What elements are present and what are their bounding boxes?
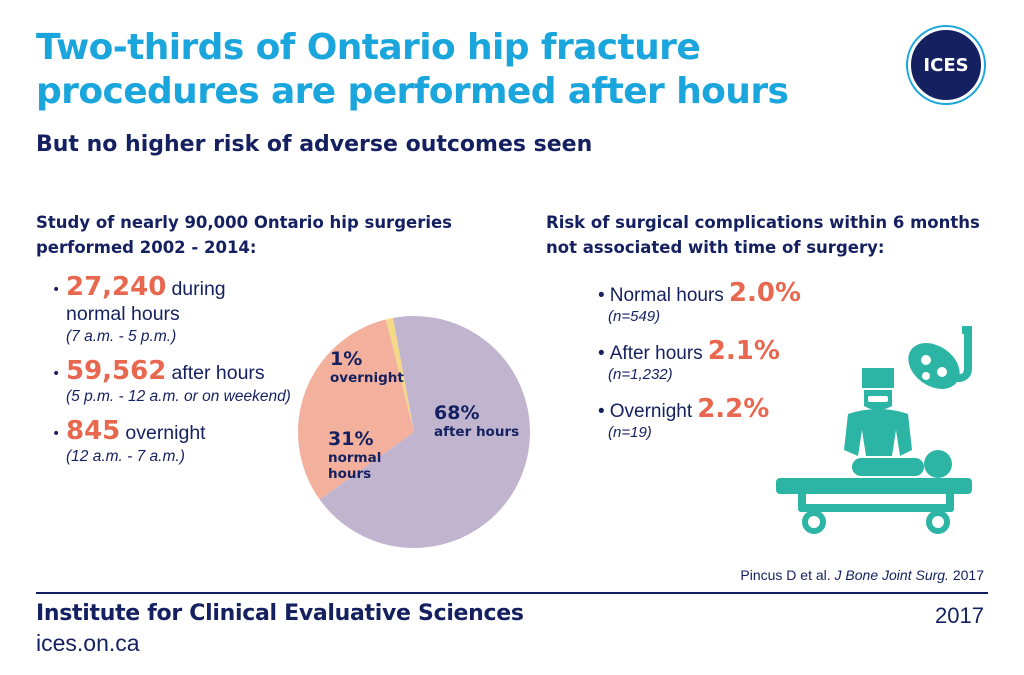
pie-svg bbox=[298, 316, 530, 548]
slice-name: overnight bbox=[330, 370, 404, 386]
slice-after-hours bbox=[319, 316, 530, 548]
risk-value: 2.2% bbox=[697, 394, 770, 424]
stat-label: during bbox=[171, 278, 226, 300]
risk-label: After hours bbox=[609, 343, 703, 364]
bullet: • bbox=[52, 282, 61, 298]
slice-name-line2: hours bbox=[328, 466, 372, 482]
procedure-stats: • 27,240 during normal hours (7 a.m. - 5… bbox=[52, 272, 312, 476]
risk-heading: Risk of surgical complications within 6 … bbox=[546, 210, 980, 260]
surgeon-mask bbox=[868, 396, 888, 402]
risk-sample-size: (n=1,232) bbox=[608, 366, 673, 383]
risk-after-hours: • After hours 2.1% (n=1,232) bbox=[598, 336, 858, 384]
slice-overnight bbox=[385, 317, 414, 432]
surgeon-body bbox=[844, 409, 912, 456]
slice-normal-hours bbox=[298, 319, 414, 500]
patient-body bbox=[852, 458, 924, 476]
slice-label-after-hours: 68% after hours bbox=[434, 402, 519, 440]
ices-logo[interactable]: ICES bbox=[908, 27, 984, 103]
stat-note: (7 a.m. - 5 p.m.) bbox=[66, 328, 177, 345]
bed-top bbox=[776, 478, 972, 494]
risk-sample-size: (n=549) bbox=[608, 308, 661, 325]
study-heading: Study of nearly 90,000 Ontario hip surge… bbox=[36, 210, 452, 260]
surgery-scene-icon bbox=[776, 318, 980, 534]
lamp-light bbox=[921, 355, 931, 365]
risk-value: 2.0% bbox=[728, 278, 801, 308]
lamp-light bbox=[937, 367, 947, 377]
stat-note: (5 p.m. - 12 a.m. or on weekend) bbox=[66, 388, 291, 405]
study-heading-line2: performed 2002 - 2014: bbox=[36, 238, 257, 257]
risk-sample-size: (n=19) bbox=[608, 424, 652, 441]
footer-divider bbox=[36, 592, 988, 594]
surgery-timing-pie-chart: 1% overnight 31% normal hours 68% after … bbox=[296, 314, 532, 550]
bullet: • bbox=[598, 285, 605, 306]
risk-heading-line1: Risk of surgical complications within 6 … bbox=[546, 213, 980, 232]
complication-risks: • Normal hours 2.0% (n=549) • After hour… bbox=[598, 278, 858, 452]
page-subtitle: But no higher risk of adverse outcomes s… bbox=[36, 132, 593, 157]
lamp-head bbox=[908, 343, 960, 389]
lamp-light bbox=[922, 372, 930, 380]
surgeon-cap bbox=[862, 368, 894, 388]
bullet: • bbox=[52, 366, 61, 382]
risk-heading-line2: not associated with time of surgery: bbox=[546, 238, 885, 257]
bed-leg bbox=[946, 494, 954, 506]
citation-authors: Pincus D et al. bbox=[740, 567, 831, 583]
website-link[interactable]: ices.on.ca bbox=[36, 630, 140, 656]
slice-label-normal: 31% normal hours bbox=[328, 428, 381, 482]
bed-base bbox=[798, 504, 954, 512]
bullet: • bbox=[52, 426, 61, 442]
lamp-arm bbox=[948, 326, 972, 382]
stat-label-line2: normal hours bbox=[66, 303, 180, 325]
bullet: • bbox=[598, 343, 605, 364]
risk-overnight: • Overnight 2.2% (n=19) bbox=[598, 394, 858, 442]
stat-number: 27,240 bbox=[66, 272, 167, 302]
risk-label: Overnight bbox=[609, 401, 693, 422]
page-title: Two-thirds of Ontario hip fracture proce… bbox=[36, 27, 789, 112]
stat-label: after hours bbox=[171, 362, 265, 384]
risk-label: Normal hours bbox=[609, 285, 724, 306]
slice-label-overnight: 1% overnight bbox=[330, 348, 404, 386]
citation-journal: J Bone Joint Surg. bbox=[834, 567, 949, 583]
stat-overnight: • 845 overnight (12 a.m. - 7 a.m.) bbox=[52, 416, 312, 468]
slice-pct: 68% bbox=[434, 402, 480, 424]
bed-wheel bbox=[802, 510, 826, 534]
stat-number: 845 bbox=[66, 416, 121, 446]
stat-normal-hours: • 27,240 during normal hours (7 a.m. - 5… bbox=[52, 272, 312, 348]
organization-name: Institute for Clinical Evaluative Scienc… bbox=[36, 601, 524, 626]
slice-pct: 1% bbox=[330, 348, 363, 370]
patient-head bbox=[924, 450, 952, 478]
surgery-illustration bbox=[776, 326, 972, 534]
stat-label: overnight bbox=[125, 422, 206, 444]
risk-normal-hours: • Normal hours 2.0% (n=549) bbox=[598, 278, 858, 326]
bed-leg bbox=[798, 494, 806, 506]
risk-value: 2.1% bbox=[707, 336, 780, 366]
bullet: • bbox=[598, 401, 605, 422]
stat-note: (12 a.m. - 7 a.m.) bbox=[66, 448, 185, 465]
study-heading-line1: Study of nearly 90,000 Ontario hip surge… bbox=[36, 213, 453, 232]
slice-pct: 31% bbox=[328, 428, 374, 450]
slice-name: after hours bbox=[434, 424, 520, 440]
footer-year: 2017 bbox=[935, 603, 984, 628]
stat-number: 59,562 bbox=[66, 356, 167, 386]
citation-year: 2017 bbox=[952, 567, 984, 583]
logo-text: ICES bbox=[923, 54, 969, 76]
stat-after-hours: • 59,562 after hours (5 p.m. - 12 a.m. o… bbox=[52, 356, 312, 408]
citation: Pincus D et al. J Bone Joint Surg. 2017 bbox=[740, 567, 984, 583]
bed-wheel bbox=[926, 510, 950, 534]
slice-name: normal bbox=[328, 450, 382, 466]
